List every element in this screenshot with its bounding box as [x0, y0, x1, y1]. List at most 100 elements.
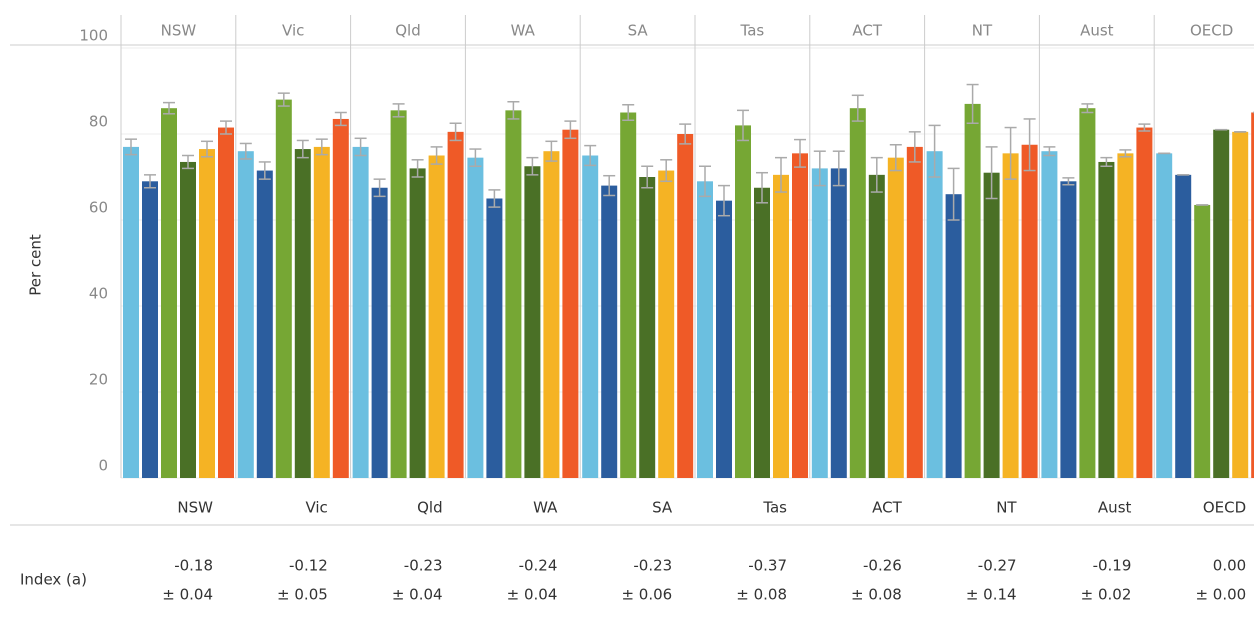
index-value: -0.24 [519, 557, 558, 575]
index-margin: ± 0.14 [966, 586, 1017, 604]
bar [486, 198, 503, 478]
bar [256, 170, 273, 479]
bar [1041, 151, 1058, 478]
bar [964, 103, 981, 479]
panel-header: NSW [161, 22, 197, 40]
index-margin: ± 0.06 [621, 586, 672, 604]
bar [773, 174, 789, 478]
bar [1175, 174, 1192, 478]
bar [1098, 161, 1115, 478]
bar [409, 168, 426, 478]
table-column: ACT [872, 499, 902, 517]
index-value: -0.27 [978, 557, 1017, 575]
bar [524, 166, 541, 478]
bar [180, 161, 196, 478]
bar [447, 131, 464, 478]
bar [1079, 108, 1096, 478]
bar [868, 174, 885, 478]
panel-header: NT [972, 22, 993, 40]
panel-header: WA [511, 22, 536, 40]
index-value: -0.23 [404, 557, 443, 575]
table-column: SA [652, 499, 673, 517]
index-value: -0.18 [174, 557, 213, 575]
bar [1021, 144, 1038, 478]
index-margin: ± 0.04 [162, 586, 213, 604]
bar [562, 129, 579, 478]
index-value: -0.12 [289, 557, 328, 575]
bar [639, 177, 656, 478]
index-margin: ± 0.04 [392, 586, 443, 604]
index-value: -0.26 [863, 557, 902, 575]
table-column: Qld [417, 499, 443, 517]
y-tick-label: 0 [98, 457, 108, 475]
table-column: NT [996, 499, 1017, 517]
bar [1136, 127, 1153, 479]
index-value: 0.00 [1213, 557, 1246, 575]
bar [390, 110, 407, 478]
y-tick-label: 80 [89, 113, 108, 131]
bar [658, 170, 675, 479]
panel-header: Vic [282, 22, 304, 40]
bar [1194, 204, 1211, 478]
bar [830, 168, 847, 478]
bar [620, 112, 637, 478]
y-tick-label: 40 [89, 285, 108, 303]
index-margin: ± 0.02 [1081, 586, 1132, 604]
bar [792, 153, 808, 478]
bar [332, 118, 349, 478]
table-column: Vic [305, 499, 327, 517]
bar [601, 185, 618, 478]
bar [811, 168, 828, 478]
bar [1213, 129, 1230, 478]
bar [275, 99, 292, 478]
bar [237, 151, 254, 478]
bar [1251, 112, 1254, 478]
bar [199, 149, 215, 479]
bar [926, 151, 943, 478]
bar [849, 108, 866, 478]
y-tick-label: 20 [89, 371, 108, 389]
y-tick-label: 100 [79, 27, 108, 45]
bar [371, 187, 388, 478]
bar [754, 187, 770, 478]
bar [1002, 153, 1019, 478]
bar [1232, 131, 1249, 478]
bar [945, 194, 962, 478]
bar [467, 157, 484, 478]
bar [887, 157, 904, 478]
bar [983, 172, 1000, 478]
bar [218, 127, 234, 479]
panel-header: Aust [1080, 22, 1114, 40]
table-column: Aust [1098, 499, 1132, 517]
table-column: OECD [1203, 499, 1246, 517]
bar [716, 200, 732, 478]
bar [142, 181, 158, 479]
bar [294, 149, 311, 479]
bar [352, 146, 369, 478]
index-margin: ± 0.08 [736, 586, 787, 604]
panel-header: Tas [740, 22, 765, 40]
index-margin: ± 0.05 [277, 586, 328, 604]
bar [313, 146, 330, 478]
bar [428, 155, 445, 478]
bar [543, 151, 560, 478]
table-column: Tas [762, 499, 787, 517]
y-axis-label: Per cent [27, 234, 45, 296]
table-column: NSW [177, 499, 213, 517]
bar [906, 146, 923, 478]
index-value: -0.37 [748, 557, 787, 575]
row-label: Index (a) [20, 571, 87, 589]
y-tick-label: 60 [89, 199, 108, 217]
bar [1156, 153, 1173, 478]
bar [1060, 181, 1077, 479]
panel-header: ACT [852, 22, 882, 40]
panel-header: Qld [395, 22, 421, 40]
bar [161, 108, 177, 478]
bar [123, 146, 139, 478]
bar [505, 110, 522, 478]
bar [582, 155, 599, 478]
index-value: -0.19 [1093, 557, 1132, 575]
panel-header: OECD [1190, 22, 1233, 40]
index-margin: ± 0.04 [507, 586, 558, 604]
